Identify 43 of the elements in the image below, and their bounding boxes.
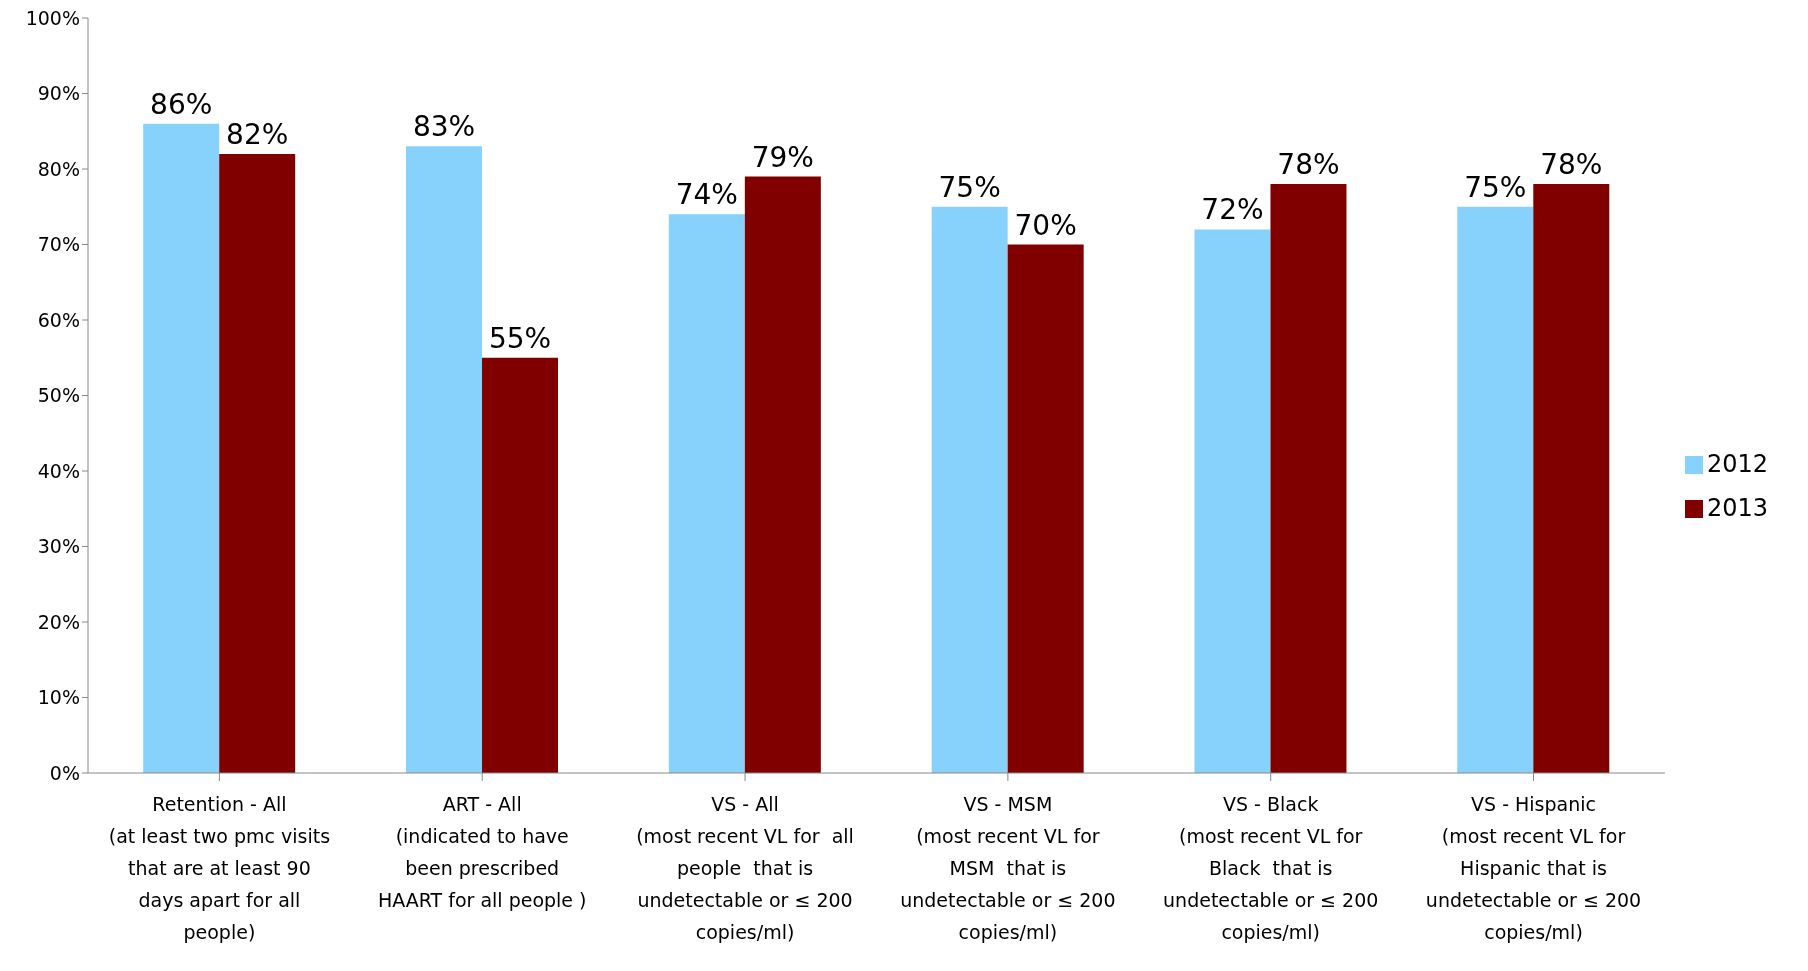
y-tick-label: 20% xyxy=(37,610,80,633)
bar xyxy=(1457,206,1534,773)
x-tick-label: ART - All (indicated to have been prescribed HAART for all people ) xyxy=(377,793,587,911)
bar xyxy=(1270,184,1347,773)
data-label: 86% xyxy=(150,87,213,121)
data-label: 75% xyxy=(938,170,1001,204)
y-tick-label: 100% xyxy=(25,6,80,29)
data-label: 78% xyxy=(1277,148,1340,182)
bar xyxy=(219,153,296,773)
bar xyxy=(1007,244,1084,773)
legend-label: 2012 xyxy=(1706,449,1768,478)
y-tick-label: 90% xyxy=(37,82,80,105)
y-tick-label: 70% xyxy=(37,233,80,256)
bar xyxy=(406,146,483,773)
x-tick-label: VS - Black (most recent VL for Black that is undetectable or ≤ 200 copies/ml) xyxy=(1163,793,1379,943)
data-label: 78% xyxy=(1540,148,1603,182)
y-tick-label: 50% xyxy=(37,384,80,407)
y-tick-label: 60% xyxy=(37,308,80,331)
data-label: 79% xyxy=(751,140,814,174)
bar xyxy=(1194,229,1271,773)
data-label: 75% xyxy=(1464,170,1527,204)
y-tick-label: 10% xyxy=(37,686,80,709)
x-tick-label: Retention - All (at least two pmc visits that are at least 90 days apart for all people) xyxy=(108,793,331,943)
data-label: 74% xyxy=(675,178,738,212)
data-label: 70% xyxy=(1014,208,1077,242)
y-tick-label: 80% xyxy=(37,157,80,180)
y-tick-label: 30% xyxy=(37,535,80,558)
y-tick-label: 0% xyxy=(49,761,80,784)
x-tick-label: VS - All (most recent VL for all people that is undetectable or ≤ 200 copies/ml) xyxy=(636,793,854,943)
x-tick-label: VS - Hispanic (most recent VL for Hispanic that is undetectable or ≤ 200 copies/ml) xyxy=(1425,793,1642,943)
bar xyxy=(482,357,559,773)
data-label: 82% xyxy=(226,117,289,151)
bar xyxy=(744,176,821,773)
bar xyxy=(143,123,220,773)
x-tick-label: VS - MSM (most recent VL for MSM that is undetectable or ≤ 200 copies/ml) xyxy=(900,793,1116,943)
bar xyxy=(1533,184,1610,773)
legend-label: 2013 xyxy=(1706,493,1768,522)
y-tick-label: 40% xyxy=(37,459,80,482)
data-label: 55% xyxy=(488,321,552,355)
bar xyxy=(668,214,745,773)
data-label: 83% xyxy=(412,110,476,144)
bar xyxy=(931,206,1008,773)
data-label: 72% xyxy=(1201,193,1264,227)
